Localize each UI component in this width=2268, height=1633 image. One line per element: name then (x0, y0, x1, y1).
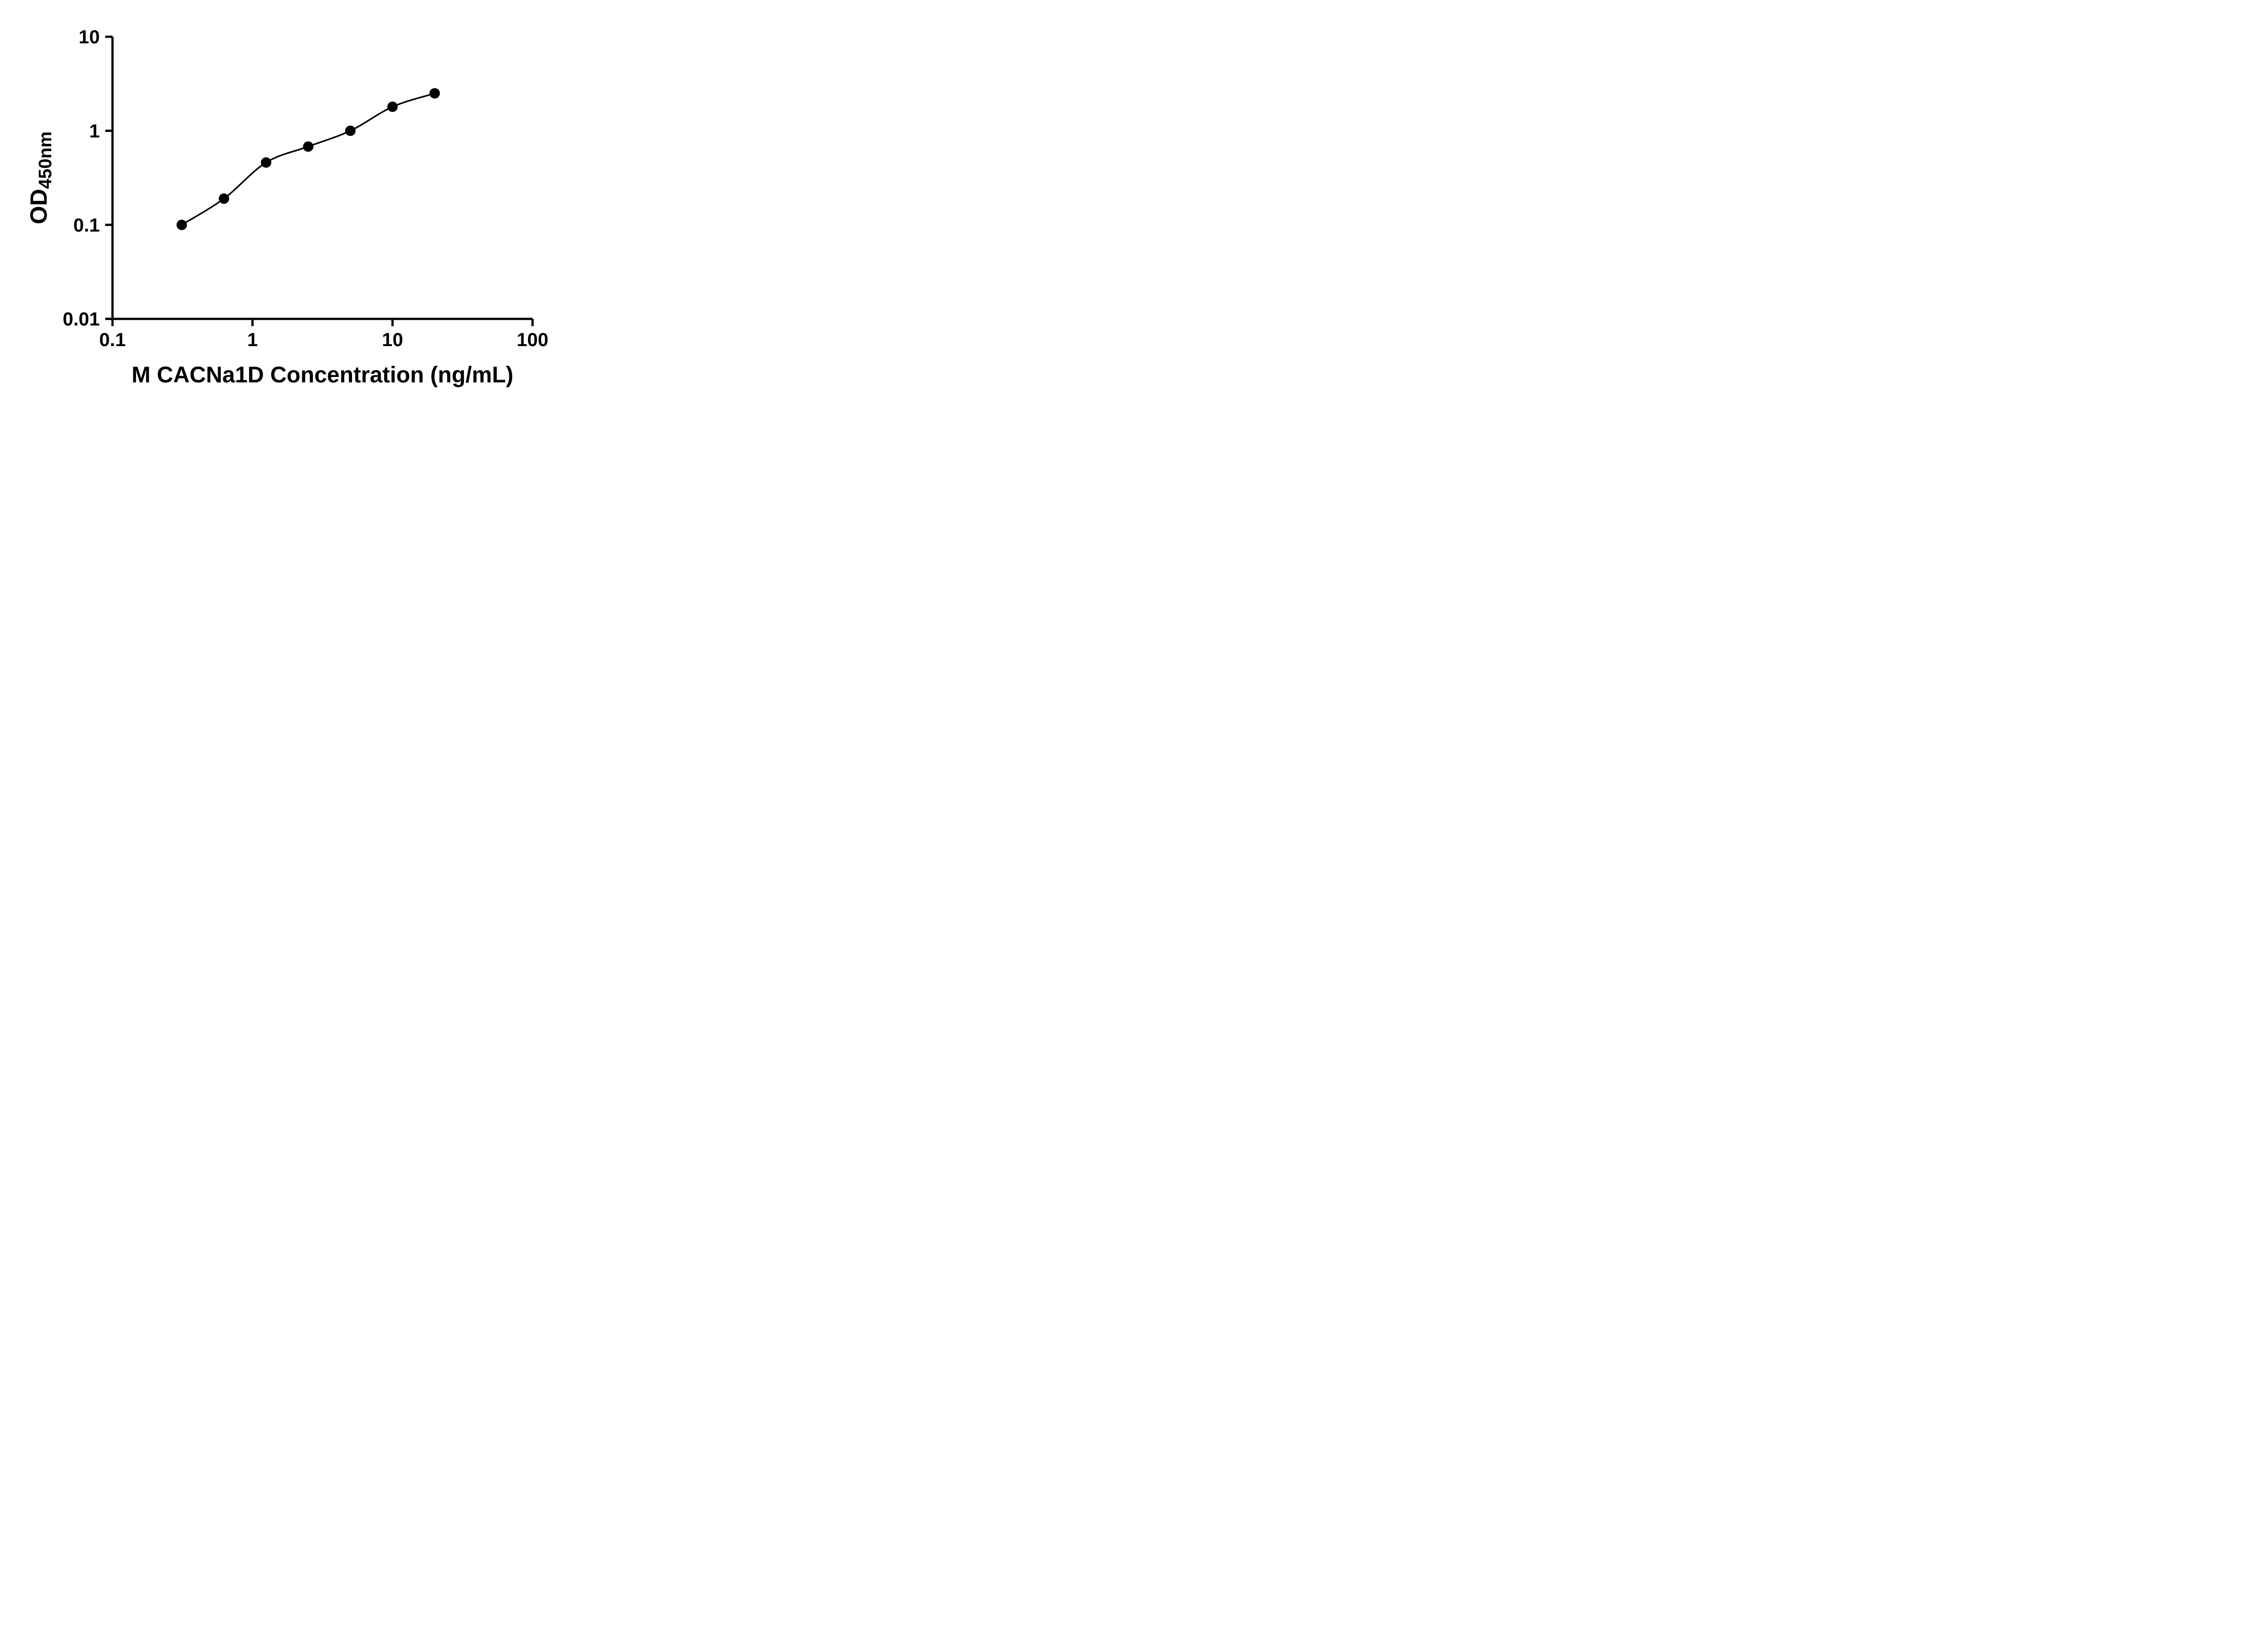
fit-curve (181, 93, 435, 226)
data-point (387, 101, 398, 112)
y-tick-label: 10 (78, 26, 100, 48)
x-axis-title: M CACNa1D Concentration (ng/mL) (132, 362, 513, 387)
x-tick-label: 10 (382, 329, 403, 350)
data-point (219, 193, 230, 204)
y-tick-label: 0.1 (73, 214, 100, 235)
y-axis-title-main: OD (26, 189, 52, 225)
data-point (429, 88, 440, 99)
y-axis-title: OD450nm (25, 131, 55, 225)
axis-lines (111, 37, 533, 320)
y-axis-title-subscript: 450nm (35, 131, 55, 189)
x-tick-label: 100 (517, 329, 548, 350)
y-tick-label: 1 (89, 120, 100, 142)
data-point (176, 220, 187, 230)
elisa-standard-curve-figure: 0.1 1 10 100 0.01 0.1 1 10 M CACNa1D Concentrat… (0, 0, 583, 408)
data-point (345, 125, 356, 136)
x-tick-label: 1 (247, 329, 258, 350)
data-point (261, 157, 272, 168)
x-tick-label: 0.1 (99, 329, 126, 350)
data-point (303, 141, 313, 152)
y-tick-label: 0.01 (63, 308, 100, 330)
